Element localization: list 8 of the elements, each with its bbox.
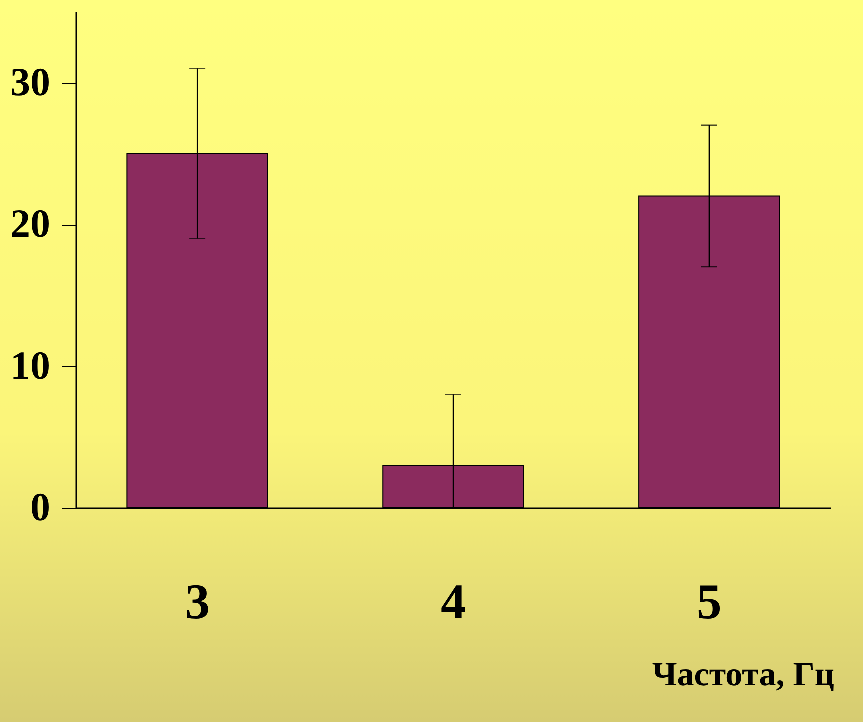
- y-tick-label: 30: [10, 59, 50, 104]
- x-tick-label: 4: [441, 574, 466, 630]
- y-tick-label: 20: [10, 201, 50, 246]
- x-axis-title: Частота, Гц: [652, 656, 835, 694]
- x-tick-label: 3: [185, 574, 210, 630]
- y-tick-label: 10: [10, 342, 50, 388]
- y-tick-label: 0: [30, 484, 50, 530]
- x-tick-label: 5: [696, 574, 722, 630]
